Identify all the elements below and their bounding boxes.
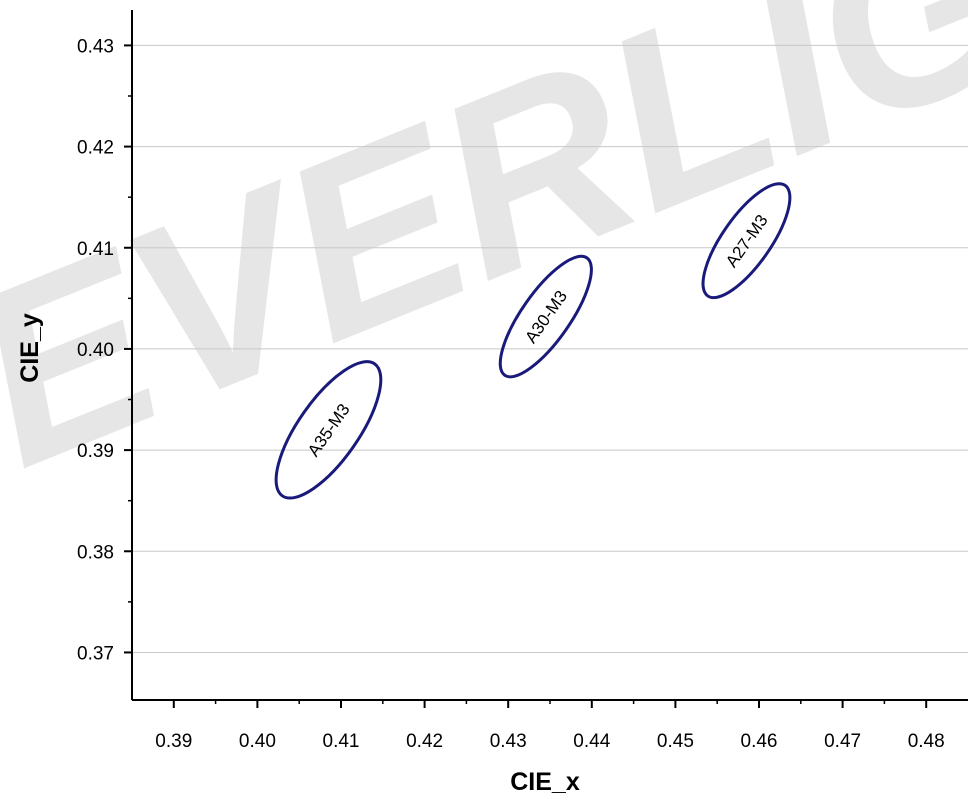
ellipse-outline bbox=[274, 360, 383, 500]
y-tick-label: 0.38 bbox=[77, 542, 114, 563]
y-tick-label: 0.42 bbox=[77, 138, 114, 159]
x-tick-label: 0.41 bbox=[323, 731, 360, 752]
x-tick-label: 0.48 bbox=[908, 731, 945, 752]
y-tick-label: 0.40 bbox=[77, 340, 114, 361]
y-tick-label: 0.39 bbox=[77, 441, 114, 462]
x-tick-label: 0.39 bbox=[155, 731, 192, 752]
x-tick-label: 0.42 bbox=[406, 731, 443, 752]
x-tick-label: 0.40 bbox=[239, 731, 276, 752]
y-tick-label: 0.37 bbox=[77, 643, 114, 664]
ellipse-outline bbox=[498, 254, 593, 379]
x-axis-title: CIE_x bbox=[510, 768, 580, 796]
ticks: 0.37 0.38 0.39 0.40 0.41 0.42 0.43 0.39 0.40 0.41… bbox=[77, 36, 945, 752]
x-tick-label: 0.45 bbox=[657, 731, 694, 752]
ellipse-outline bbox=[701, 182, 792, 300]
y-axis-title: CIE_y bbox=[16, 313, 44, 383]
x-tick-label: 0.44 bbox=[573, 731, 610, 752]
grid-lines bbox=[132, 44, 968, 653]
x-tick-label: 0.43 bbox=[490, 731, 527, 752]
y-tick-label: 0.43 bbox=[77, 36, 114, 57]
y-tick-label: 0.41 bbox=[77, 239, 114, 260]
watermark: EVERLIGHT bbox=[0, 0, 968, 519]
x-tick-label: 0.47 bbox=[824, 731, 861, 752]
x-tick-label: 0.46 bbox=[741, 731, 778, 752]
